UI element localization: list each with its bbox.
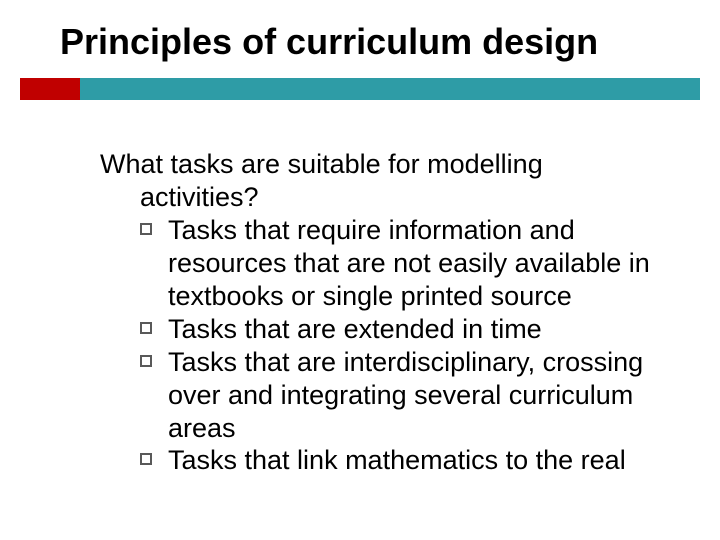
body-question: What tasks are suitable for modelling ac… xyxy=(100,148,660,214)
bullet-text: Tasks that are interdisciplinary, crossi… xyxy=(168,347,643,443)
square-bullet-icon xyxy=(140,223,152,235)
slide-title: Principles of curriculum design xyxy=(60,22,680,62)
bullet-list: Tasks that require information and resou… xyxy=(100,214,660,478)
slide-body: What tasks are suitable for modelling ac… xyxy=(100,148,660,477)
list-item: Tasks that are interdisciplinary, crossi… xyxy=(140,346,660,445)
accent-teal-block xyxy=(80,78,700,100)
list-item: Tasks that are extended in time xyxy=(140,313,660,346)
list-item: Tasks that link mathematics to the real xyxy=(140,444,660,477)
square-bullet-icon xyxy=(140,355,152,367)
question-text: What tasks are suitable for modelling ac… xyxy=(100,148,660,214)
bullet-text: Tasks that link mathematics to the real xyxy=(168,445,626,475)
accent-red-block xyxy=(20,78,80,100)
bullet-text: Tasks that require information and resou… xyxy=(168,215,650,311)
list-item: Tasks that require information and resou… xyxy=(140,214,660,313)
square-bullet-icon xyxy=(140,453,152,465)
slide: Principles of curriculum design What tas… xyxy=(0,0,720,540)
bullet-text: Tasks that are extended in time xyxy=(168,314,542,344)
square-bullet-icon xyxy=(140,322,152,334)
